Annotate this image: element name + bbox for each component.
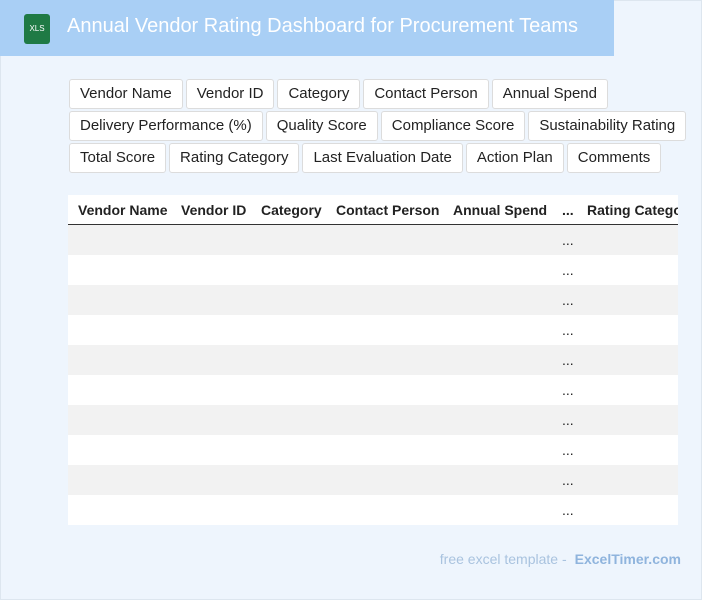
column-header: Vendor Name [78,202,168,218]
table-row: ... [68,345,678,375]
tag[interactable]: Action Plan [465,143,564,173]
tag[interactable]: Total Score [69,143,167,173]
table-row: ... [68,405,678,435]
tag-row: Vendor Name Vendor ID Category Contact Pers… [69,79,608,109]
column-header: Annual Spend [453,202,548,218]
table-row: ... [68,435,678,465]
tag[interactable]: Annual Spend [491,79,608,109]
tag[interactable]: Category [277,79,361,109]
table-row: ... [68,285,678,315]
page-title: Annual Vendor Rating Dashboard for Procu… [67,15,579,37]
tag[interactable]: Comments [566,143,662,173]
footer: free excel template - ExcelTimer.com [440,551,681,567]
column-header: Category [261,202,322,218]
footer-text: free excel template - [439,551,567,567]
table-cell: ... [562,232,574,248]
table-cell: ... [562,292,574,308]
table-cell: ... [562,322,574,338]
tag[interactable]: Contact Person [363,79,489,109]
column-header: Contact Person [336,202,440,218]
table-cell: ... [562,382,574,398]
table-row: ... [68,375,678,405]
column-header: ... [562,202,574,218]
tag-row: Total Score Rating Category Last Evaluatio… [69,143,662,173]
header-band: XLS Annual Vendor Rating Dashboard for P… [0,0,614,56]
footer-link[interactable]: ExcelTimer.com [574,551,681,567]
tag[interactable]: Delivery Performance (%) [69,111,263,141]
column-header: Rating Category [587,202,678,218]
table-row: ... [68,495,678,525]
column-header: Vendor ID [181,202,247,218]
tag[interactable]: Quality Score [265,111,378,141]
tag[interactable]: Vendor ID [185,79,275,109]
table-cell: ... [562,442,574,458]
table-cell: ... [562,412,574,428]
file-icon: XLS [24,14,50,44]
table-cell: ... [562,262,574,278]
table-row: ... [68,465,678,495]
tag[interactable]: Last Evaluation Date [302,143,463,173]
tag[interactable]: Vendor Name [69,79,183,109]
table-row: ... [68,255,678,285]
table: Vendor Name Vendor ID Category Contact Pers… [68,195,678,525]
header-row: Vendor Name Vendor ID Category Contact Pers… [68,195,678,225]
tag[interactable]: Rating Category [169,143,300,173]
table-cell: ... [562,472,574,488]
tag[interactable]: Sustainability Rating [528,111,687,141]
table-row: ... [68,315,678,345]
tag[interactable]: Compliance Score [380,111,526,141]
tag-row: Delivery Performance (%) Quality Score Com… [69,111,687,141]
table-cell: ... [562,352,574,368]
table-cell: ... [562,502,574,518]
table-row: ... [68,225,678,255]
